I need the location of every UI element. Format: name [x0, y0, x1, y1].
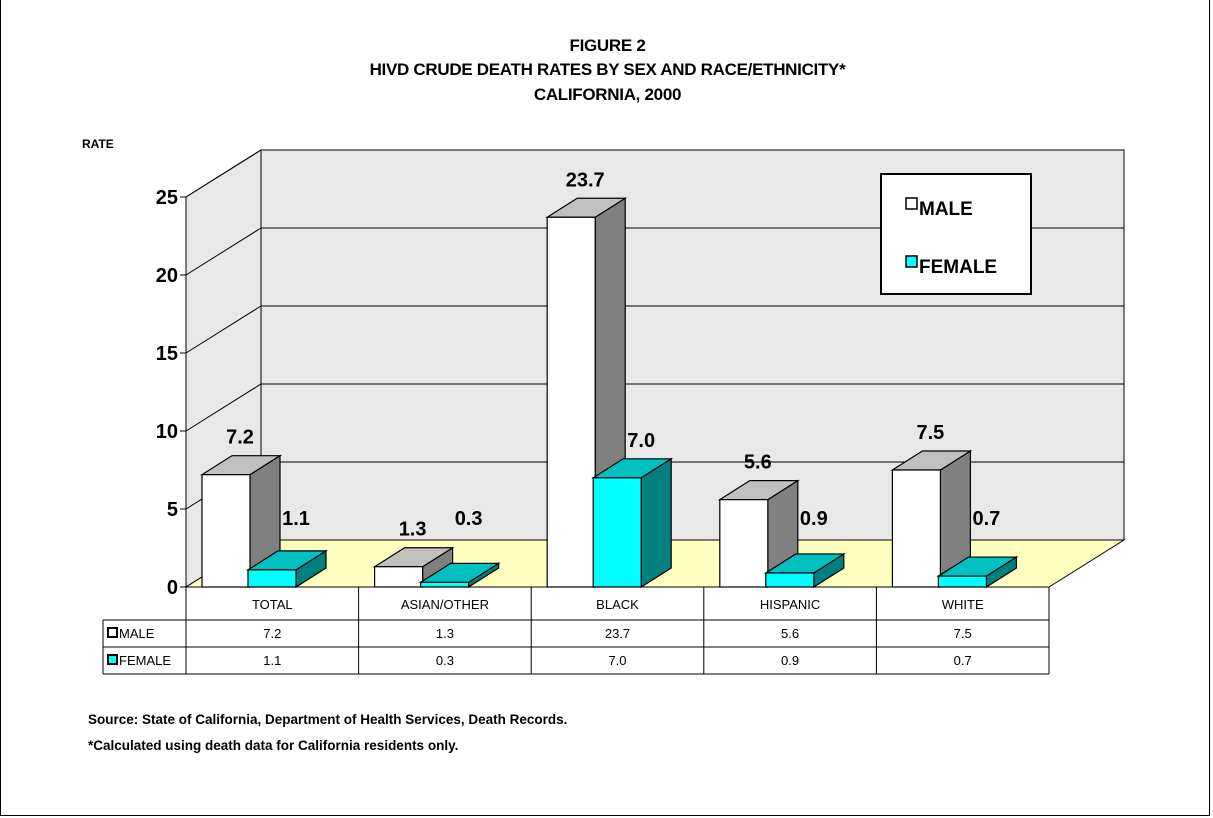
- data-label-female: 1.1: [282, 508, 310, 530]
- bar-female: [247, 569, 297, 588]
- x-tick-label: TOTAL: [252, 597, 293, 612]
- bar-female: [592, 477, 642, 588]
- y-tick-label: 5: [167, 499, 178, 521]
- data-label-female: 0.7: [972, 508, 1000, 530]
- bar-female: [765, 572, 815, 588]
- y-tick-label: 15: [156, 343, 178, 365]
- y-tick-label: 0: [167, 577, 178, 599]
- table-row-label-female: FEMALE: [119, 653, 171, 668]
- y-tick-label: 20: [156, 265, 178, 287]
- bar-male: [546, 216, 596, 588]
- data-label-male: 5.6: [744, 452, 772, 474]
- x-tick-label: HISPANIC: [760, 597, 820, 612]
- figure-label: FIGURE 2: [569, 36, 646, 55]
- gridline: [185, 149, 1124, 198]
- legend-label-female: FEMALE: [919, 257, 997, 278]
- table-cell-male: 7.5: [954, 626, 972, 641]
- data-label-male: 7.5: [916, 422, 944, 444]
- y-tick-label: 25: [156, 187, 178, 209]
- data-label-male: 1.3: [399, 519, 427, 541]
- table-cell-female: 7.0: [608, 653, 626, 668]
- data-label-female: 0.9: [800, 508, 828, 530]
- legend-swatch-female: [905, 255, 918, 268]
- x-tick-label: WHITE: [942, 597, 984, 612]
- legend-label-male: MALE: [919, 199, 973, 220]
- bar-female-side: [640, 457, 672, 589]
- x-tick-label: ASIAN/OTHER: [401, 597, 489, 612]
- bar-female: [937, 575, 988, 588]
- table-cell-male: 5.6: [781, 626, 799, 641]
- gridline: [185, 227, 1124, 276]
- gridline: [185, 305, 1124, 354]
- bar-male: [201, 474, 251, 588]
- bar-male: [719, 499, 769, 588]
- table-swatch-male: [107, 627, 118, 638]
- table-cell-female: 0.9: [781, 653, 799, 668]
- table-cell-male: 7.2: [263, 626, 281, 641]
- table-cell-female: 0.7: [954, 653, 972, 668]
- data-label-female: 7.0: [627, 430, 655, 452]
- data-label-male: 7.2: [226, 427, 254, 449]
- bar-male: [891, 469, 942, 588]
- chart-subtitle: CALIFORNIA, 2000: [533, 85, 682, 104]
- table-cell-female: 1.1: [263, 653, 281, 668]
- chart-title: HIVD CRUDE DEATH RATES BY SEX AND RACE/E…: [369, 60, 846, 79]
- bar-female: [420, 581, 470, 588]
- legend-swatch-male: [905, 197, 918, 210]
- table-cell-female: 0.3: [436, 653, 454, 668]
- y-axis-label: RATE: [82, 137, 114, 151]
- y-tick-label: 10: [156, 421, 178, 443]
- x-tick-label: BLACK: [596, 597, 639, 612]
- table-cell-male: 23.7: [605, 626, 630, 641]
- legend-box: [880, 173, 1032, 295]
- footnote: *Calculated using death data for Califor…: [88, 738, 459, 753]
- table-row-label-male: MALE: [119, 626, 155, 641]
- data-label-female: 0.3: [455, 508, 483, 530]
- table-cell-male: 1.3: [436, 626, 454, 641]
- table-swatch-female: [107, 654, 118, 665]
- gridline: [185, 383, 1124, 432]
- bar-male: [374, 566, 424, 588]
- bar-chart: 0 5 10 15 20 25 7.2 1.1 1.3 0.3 23.7 7.0 5.6 0.9 7.5 0.…: [102, 149, 1126, 675]
- source-note: Source: State of California, Department …: [88, 712, 568, 727]
- data-label-male: 23.7: [566, 169, 605, 191]
